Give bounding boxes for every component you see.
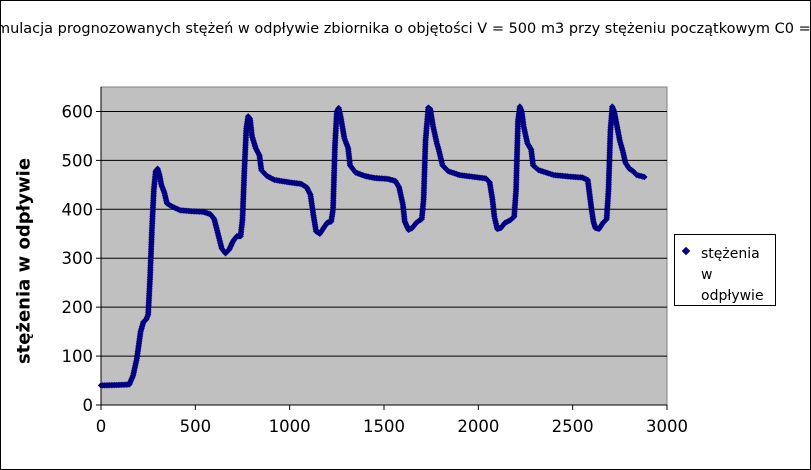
x-tick-label: 1500 xyxy=(363,417,405,436)
legend-label: stężenia w odpływie xyxy=(701,246,764,304)
x-tick-label: 2000 xyxy=(457,417,499,436)
y-tick-label: 0 xyxy=(83,396,94,415)
y-tick-label: 500 xyxy=(62,151,94,170)
x-tick-label: 2500 xyxy=(552,417,594,436)
y-tick-label: 200 xyxy=(62,298,94,317)
y-tick-label: 300 xyxy=(62,249,94,268)
x-tick-label: 0 xyxy=(96,417,107,436)
legend-marker-icon xyxy=(681,246,691,256)
data-point xyxy=(641,173,648,181)
x-tick-label: 3000 xyxy=(646,417,688,436)
y-tick-label: 600 xyxy=(62,102,94,121)
chart-title: Symulacja prognozowanych stężeń w odpływ… xyxy=(0,21,811,37)
y-tick-label: 400 xyxy=(62,200,94,219)
x-tick-label: 500 xyxy=(180,417,212,436)
x-tick-label: 1000 xyxy=(269,417,311,436)
y-tick-label: 100 xyxy=(62,347,94,366)
legend: stężenia w odpływie xyxy=(674,234,776,306)
plot-background xyxy=(100,86,668,406)
